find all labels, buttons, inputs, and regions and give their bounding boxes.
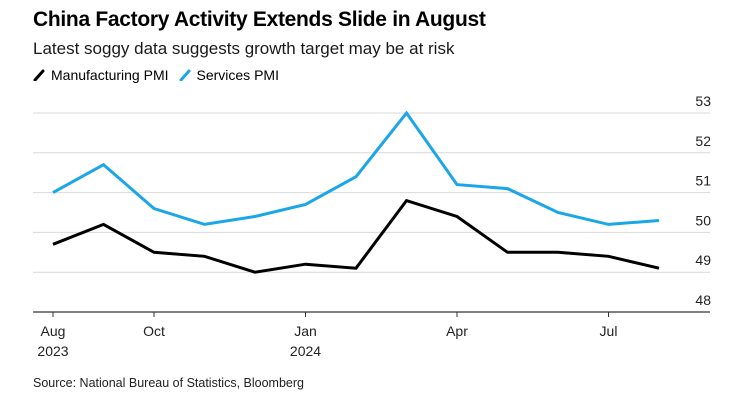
legend: Manufacturing PMI Services PMI <box>33 67 289 83</box>
legend-swatch-services-icon <box>179 69 190 81</box>
x-tick-year-label: 2023 <box>37 343 68 359</box>
services-pmi-line <box>52 110 660 226</box>
x-tick-label: Jan <box>294 323 317 339</box>
legend-item-services: Services PMI <box>179 67 279 83</box>
legend-label-manufacturing: Manufacturing PMI <box>51 67 169 83</box>
legend-label-services: Services PMI <box>196 67 279 83</box>
legend-swatch-manufacturing-icon <box>33 69 45 81</box>
manufacturing-pmi-line <box>52 198 660 274</box>
y-tick-label: 52 <box>695 133 711 149</box>
chart-title: China Factory Activity Extends Slide in … <box>33 8 486 31</box>
y-tick-label: 48 <box>695 292 711 308</box>
x-tick-year-label: 2024 <box>290 343 321 359</box>
y-tick-label: 49 <box>695 252 711 268</box>
legend-item-manufacturing: Manufacturing PMI <box>33 67 169 83</box>
y-tick-label: 50 <box>695 212 711 228</box>
x-tick-label: Oct <box>143 323 165 339</box>
x-tick-label: Jul <box>600 323 618 339</box>
source-note: Source: National Bureau of Statistics, B… <box>33 376 304 390</box>
y-tick-label: 51 <box>695 173 711 189</box>
x-tick-label: Apr <box>446 323 468 339</box>
chart-subtitle: Latest soggy data suggests growth target… <box>33 39 455 58</box>
y-tick-label: 53 <box>695 93 711 109</box>
x-tick-label: Aug <box>41 323 66 339</box>
